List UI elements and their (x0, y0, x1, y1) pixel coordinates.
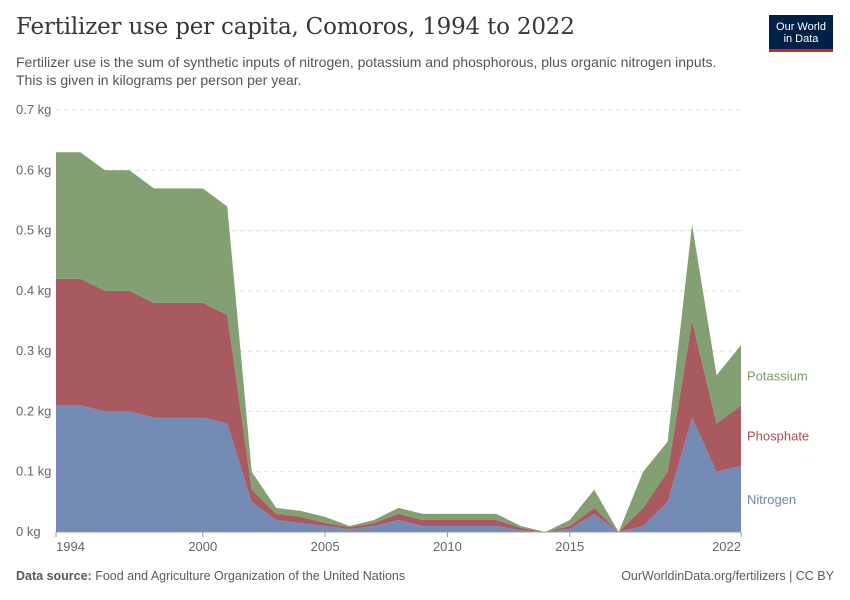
axes: 0 kg 0.1 kg 0.2 kg 0.3 kg 0.4 kg 0.5 kg 0.6 kg… (16, 102, 742, 554)
x-tick-label: 2010 (433, 539, 462, 554)
stacked-area-chart: 0 kg 0.1 kg 0.2 kg 0.3 kg 0.4 kg 0.5 kg 0.6 kg… (16, 102, 809, 554)
y-tick-label: 0 kg (16, 524, 41, 539)
y-tick-label: 0.4 kg (16, 283, 51, 298)
legend-label-phosphate: Phosphate (747, 429, 809, 444)
y-tick-label: 0.2 kg (16, 403, 51, 418)
area-nitrogen (56, 405, 741, 532)
area-phosphate (56, 278, 741, 532)
area-series (56, 152, 741, 532)
legend-label-potassium: Potassium (747, 368, 808, 383)
y-tick-label: 0.5 kg (16, 223, 51, 238)
logo-line-1: Our World (776, 21, 826, 33)
logo-accent-bar (769, 49, 833, 52)
legend: Nitrogen Phosphate Potassium (747, 368, 809, 507)
legend-label-nitrogen: Nitrogen (747, 492, 796, 507)
data-source: Data source: Food and Agriculture Organi… (16, 569, 405, 583)
x-tick-label: 1994 (56, 539, 85, 554)
logo-line-2: in Data (783, 33, 819, 45)
data-source-label: Data source: (16, 569, 92, 583)
y-tick-label: 0.1 kg (16, 464, 51, 479)
owid-logo[interactable]: Our World in Data (769, 15, 833, 52)
x-tick-label: 2000 (188, 539, 217, 554)
x-tick-label: 2015 (555, 539, 584, 554)
x-tick-label: 2005 (311, 539, 340, 554)
y-tick-label: 0.6 kg (16, 162, 51, 177)
chart-title: Fertilizer use per capita, Comoros, 1994… (16, 14, 575, 40)
area-potassium (56, 152, 741, 532)
data-source-text[interactable]: Food and Agriculture Organization of the… (95, 569, 406, 583)
y-tick-label: 0.3 kg (16, 343, 51, 358)
chart-subtitle: Fertilizer use is the sum of synthetic i… (16, 54, 717, 88)
x-tick-label: 2022 (712, 539, 741, 554)
source-url[interactable]: OurWorldinData.org/fertilizers | CC BY (621, 569, 834, 583)
y-tick-label: 0.7 kg (16, 102, 51, 117)
